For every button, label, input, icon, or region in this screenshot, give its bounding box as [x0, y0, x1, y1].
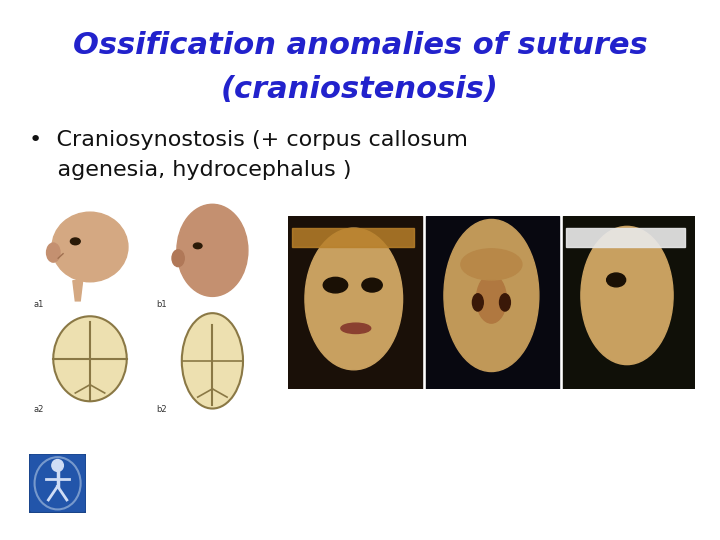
Ellipse shape — [177, 204, 248, 296]
Text: •  Craniosynostosis (+ corpus callosum: • Craniosynostosis (+ corpus callosum — [29, 130, 468, 151]
Bar — [566, 228, 685, 247]
Ellipse shape — [182, 313, 243, 409]
Ellipse shape — [444, 219, 539, 372]
Bar — [292, 228, 414, 247]
FancyBboxPatch shape — [29, 454, 86, 513]
Bar — [426, 216, 559, 389]
Ellipse shape — [607, 273, 626, 287]
Text: b1: b1 — [156, 300, 167, 308]
Text: a2: a2 — [34, 404, 44, 414]
Ellipse shape — [172, 250, 184, 267]
Text: a1: a1 — [34, 300, 44, 308]
Bar — [563, 216, 695, 389]
Ellipse shape — [52, 212, 128, 282]
Ellipse shape — [53, 316, 127, 401]
Ellipse shape — [341, 323, 371, 334]
Ellipse shape — [47, 243, 60, 262]
Ellipse shape — [477, 275, 506, 323]
Bar — [288, 216, 422, 389]
Ellipse shape — [362, 278, 382, 292]
Ellipse shape — [323, 278, 348, 293]
Text: Ossification anomalies of sutures: Ossification anomalies of sutures — [73, 31, 647, 60]
Ellipse shape — [194, 243, 202, 248]
Polygon shape — [73, 281, 83, 301]
Text: b2: b2 — [156, 404, 167, 414]
Ellipse shape — [305, 228, 402, 370]
Ellipse shape — [581, 226, 673, 364]
Text: (craniostenosis): (craniostenosis) — [221, 75, 499, 104]
Ellipse shape — [500, 294, 510, 311]
Ellipse shape — [472, 294, 483, 311]
Ellipse shape — [71, 238, 80, 245]
Circle shape — [52, 460, 63, 471]
Ellipse shape — [461, 249, 522, 280]
Text: agenesia, hydrocephalus ): agenesia, hydrocephalus ) — [29, 160, 351, 180]
